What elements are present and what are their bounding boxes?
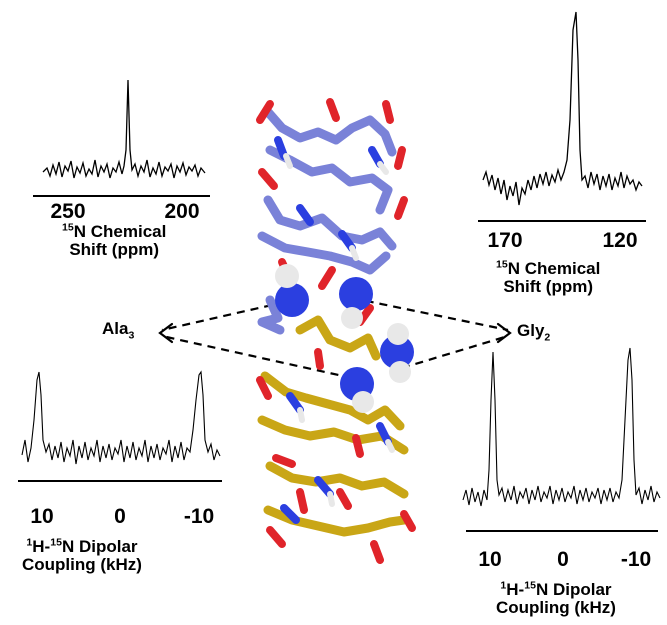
ala-hydrogen-sphere <box>275 264 299 288</box>
hydrogen-stubs <box>283 153 395 507</box>
upper-helix-backbone <box>257 107 397 335</box>
arrow-heads <box>158 322 512 344</box>
ala-label: Ala3 <box>102 319 135 342</box>
ala-arrow-head <box>158 322 174 344</box>
gly-hydrogen-sphere-2 <box>389 361 411 383</box>
arrow-gly-lower <box>401 334 509 370</box>
lower-hydrogen-sphere <box>352 391 374 413</box>
ala-nitrogen-sphere <box>275 283 309 317</box>
top-left-axis-title: 15N Chemical Shift (ppm) <box>62 221 167 259</box>
gly-label: Gly2 <box>517 321 551 344</box>
peptide-helix <box>256 98 416 564</box>
bottom-left-spectrum <box>18 370 222 482</box>
top-left-spectrum <box>33 79 210 197</box>
arrow-ala-upper <box>161 303 273 332</box>
bottom-right-trace <box>462 347 661 507</box>
arrow-ala-lower <box>161 334 353 380</box>
tick-label: 120 <box>602 229 638 252</box>
bottom-left-axis-title: 1H-15N Dipolar Coupling (kHz) <box>22 536 142 574</box>
tick-label: 170 <box>487 229 523 252</box>
helix-hydrogen-sphere <box>341 307 363 329</box>
bottom-right-axis-title: 1H-15N Dipolar Coupling (kHz) <box>496 579 616 617</box>
gly-arrow-head <box>496 322 512 344</box>
labeled-atoms <box>275 264 414 413</box>
bottom-left-trace <box>21 370 221 465</box>
gly-hydrogen-sphere <box>387 323 409 345</box>
arrow-gly-upper <box>351 296 509 332</box>
tick-label: 0 <box>114 505 126 528</box>
top-right-spectrum <box>478 11 646 222</box>
tick-label: 10 <box>30 505 54 528</box>
bottom-right-spectrum <box>462 347 661 532</box>
tick-label: 200 <box>164 200 200 223</box>
top-right-axis-title: 15N Chemical Shift (ppm) <box>496 258 601 296</box>
top-right-trace <box>482 11 643 206</box>
tick-label: 0 <box>557 548 569 571</box>
dashed-arrows <box>161 296 509 380</box>
tick-label: -10 <box>620 548 652 571</box>
tick-label: 250 <box>50 200 86 223</box>
helix-nitrogen-sphere <box>339 277 373 311</box>
gly-nitrogen-sphere <box>380 335 414 369</box>
tick-label: 10 <box>478 548 502 571</box>
tick-label: -10 <box>183 505 215 528</box>
top-left-trace <box>42 79 206 179</box>
